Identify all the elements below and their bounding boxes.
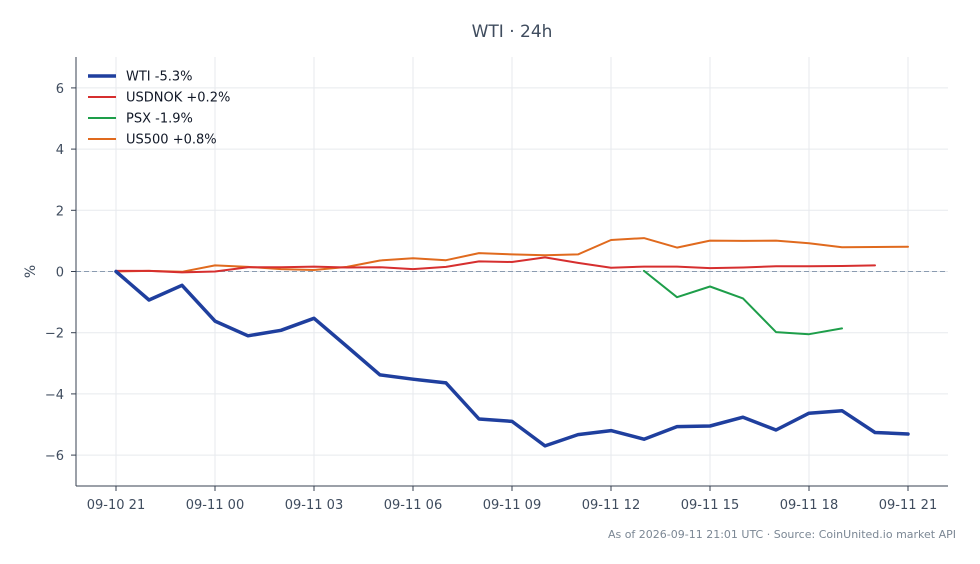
x-tick-label: 09-11 21: [879, 498, 937, 513]
axes: 09-10 21 09-11 00 09-11 03 09-11 06 09-11 09…: [45, 57, 948, 513]
legend-label: USDNOK +0.2%: [126, 91, 230, 106]
x-tick-label: 09-11 12: [582, 498, 640, 513]
x-tick-label: 09-11 15: [681, 498, 739, 513]
legend: WTI -5.3% USDNOK +0.2% PSX -1.9% US500 +0.8…: [88, 70, 230, 148]
x-tick-label: 09-11 09: [483, 498, 541, 513]
y-tick-label: 2: [56, 204, 64, 219]
series-line-wti: [114, 269, 910, 448]
grid: [76, 57, 948, 486]
legend-label: US500 +0.8%: [126, 133, 217, 148]
y-tick-label: −4: [45, 388, 64, 403]
y-tick-label: 4: [56, 143, 64, 158]
y-axis-label: %: [23, 265, 39, 278]
footer-source: As of 2026-09-11 21:01 UTC · Source: Coi…: [608, 528, 956, 541]
x-tick-label: 09-11 00: [186, 498, 244, 513]
series-layer: [114, 237, 910, 448]
x-tick-label: 09-11 06: [384, 498, 442, 513]
x-tick-label: 09-11 18: [780, 498, 838, 513]
legend-label: WTI -5.3%: [126, 70, 192, 85]
chart-title: WTI · 24h: [472, 22, 553, 42]
x-tick-label: 09-10 21: [87, 498, 145, 513]
y-tick-label: −2: [45, 327, 64, 342]
y-tick-label: 6: [56, 82, 64, 97]
y-tick-label: −6: [45, 449, 64, 464]
legend-label: PSX -1.9%: [126, 112, 193, 127]
y-tick-label: 0: [56, 266, 64, 281]
x-tick-label: 09-11 03: [285, 498, 343, 513]
series-line-usdnok: [115, 256, 876, 274]
series-line-psx: [643, 269, 843, 336]
